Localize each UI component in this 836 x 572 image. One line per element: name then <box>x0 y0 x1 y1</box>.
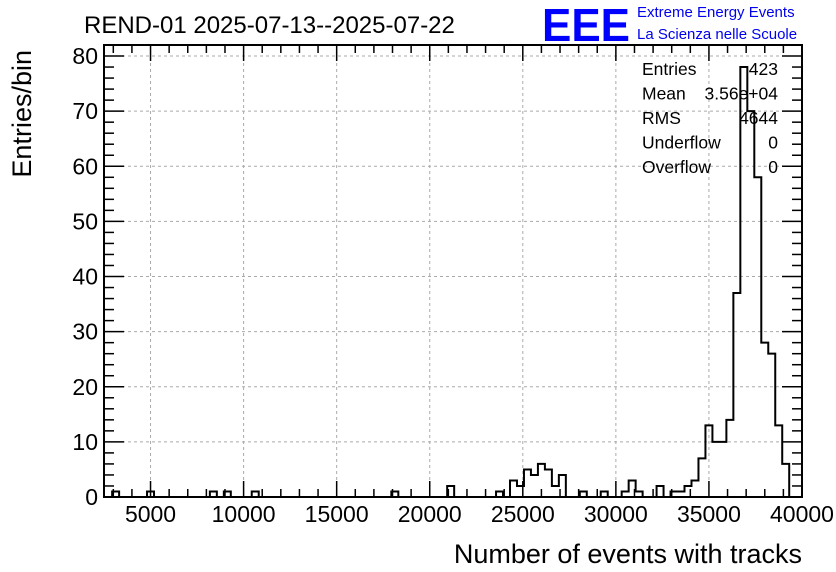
x-tick-label: 10000 <box>212 501 276 527</box>
x-tick-label: 5000 <box>125 501 176 527</box>
x-tick-label: 15000 <box>305 501 369 527</box>
x-tick-label: 35000 <box>677 501 741 527</box>
stats-label: Entries <box>642 59 697 79</box>
y-tick-label: 30 <box>72 319 98 345</box>
x-tick-label: 30000 <box>584 501 648 527</box>
grid-lines <box>104 45 803 497</box>
histogram-bin <box>524 469 531 497</box>
histogram-bin <box>754 177 761 497</box>
y-tick-label: 20 <box>72 374 98 400</box>
stats-value: 423 <box>749 59 778 79</box>
histogram-bin <box>761 343 768 497</box>
x-tick-label: 25000 <box>491 501 555 527</box>
y-tick-label: 10 <box>72 429 98 455</box>
eee-logo-mark: EEE <box>542 0 630 51</box>
histogram-bin <box>747 111 754 497</box>
y-axis-title: Entries/bin <box>7 50 37 178</box>
logo-line-2: La Scienza nelle Scuole <box>637 26 797 43</box>
histogram-outline <box>111 66 791 498</box>
y-tick-label: 50 <box>72 208 98 234</box>
stats-value: 0 <box>768 157 778 177</box>
histogram-bin <box>726 420 733 497</box>
histogram-bin <box>712 442 719 497</box>
histogram-bin <box>510 480 517 497</box>
histogram-bin <box>691 480 698 497</box>
histogram-bin <box>719 442 726 497</box>
x-axis-title: Number of events with tracks <box>454 539 802 569</box>
plot-frame <box>103 44 803 498</box>
histogram-bin <box>531 475 538 497</box>
histogram-bin <box>698 458 705 497</box>
x-tick-label: 40000 <box>770 501 834 527</box>
y-tick-labels: 0 10 20 30 40 50 60 70 80 <box>72 43 98 510</box>
stats-label: Underflow <box>642 133 721 153</box>
histogram-bin <box>733 293 740 497</box>
x-tick-label: 20000 <box>398 501 462 527</box>
logo-line-1: Extreme Energy Events <box>637 4 795 21</box>
stats-value: 4644 <box>739 108 778 128</box>
x-tick-labels: 5000 10000 15000 20000 25000 30000 35000 40000 <box>125 501 834 527</box>
eee-logo: EEE Extreme Energy Events La Scienza nel… <box>542 0 797 51</box>
y-tick-label: 0 <box>85 484 98 510</box>
stats-label: Overflow <box>642 157 711 177</box>
stats-value: 3.56e+04 <box>705 84 779 104</box>
histogram-bin <box>545 469 552 497</box>
stats-value: 0 <box>768 133 778 153</box>
histogram-bin <box>740 67 747 497</box>
y-tick-label: 40 <box>72 264 98 290</box>
stats-box: Entries 423 Mean 3.56e+04 RMS 4644 Underflow 0 O… <box>642 59 778 177</box>
axis-ticks <box>104 44 803 498</box>
stats-label: RMS <box>642 108 681 128</box>
histogram-bin <box>657 486 664 497</box>
histogram-bin <box>552 486 559 497</box>
chart-title: REND-01 2025-07-13--2025-07-22 <box>84 12 455 39</box>
y-tick-label: 80 <box>72 43 98 69</box>
histogram-bin <box>775 425 782 497</box>
histogram-bin <box>768 354 775 497</box>
stats-label: Mean <box>642 84 686 104</box>
y-tick-label: 70 <box>72 98 98 124</box>
y-tick-label: 60 <box>72 153 98 179</box>
